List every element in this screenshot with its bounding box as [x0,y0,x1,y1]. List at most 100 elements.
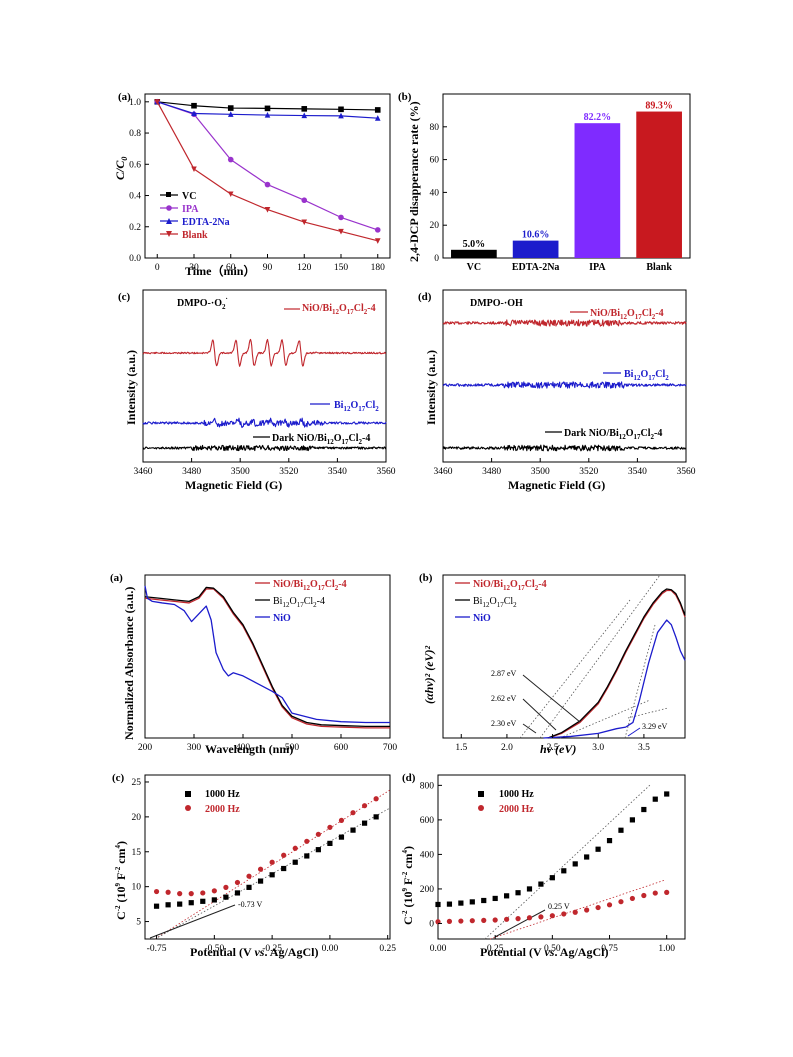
panel-mott-schottky-bi12o17cl2: (c) -0.75 -0.50 -0.25 0.00 0.25 5 10 15 20 25 100… [112,772,396,959]
data-point [606,902,613,908]
y-tick-label: 0.0 [129,254,141,264]
x-axis-label: Potential (V vs. Ag/AgCl) [190,945,318,959]
legend-label: 2000 Hz [205,804,240,815]
data-point [264,105,271,112]
x-tick-label: 2.0 [501,743,513,753]
x-tick-label: 500 [285,743,300,753]
y-tick-label: 5 [136,918,141,928]
data-point [327,840,333,846]
x-tick-label: 180 [371,263,386,273]
y-tick-label: 0 [434,254,439,264]
data-point [361,803,368,809]
bar [512,240,559,258]
legend: VC IPA EDTA-2Na Blank [160,191,230,241]
spectrum-line [543,619,686,739]
data-point [538,914,544,920]
data-point [292,859,298,865]
data-point [264,112,271,118]
data-point [435,901,441,908]
x-tick-label: 1.00 [658,944,675,954]
data-point [246,884,252,890]
data-point [374,107,381,113]
legend-label: VC [182,191,196,202]
x-tick-label: 3.0 [592,743,604,753]
data-point [595,904,601,911]
data-point [526,915,533,921]
data-point [264,181,271,188]
data-point [227,111,234,117]
data-point [315,847,321,853]
data-point [526,886,533,892]
legend-label: Blank [182,230,208,241]
data-point [264,207,271,213]
data-point [177,891,183,897]
x-tick-label: 300 [187,743,202,753]
x-tick-label: 3460 [134,467,153,477]
data-point [504,893,510,899]
data-point [301,197,308,204]
panel-epr-hydroxyl: (d) DMPO-·OH 3460 3480 3500 3520 3540 3560 Ni… [418,289,696,492]
x-tick-label: 0.75 [601,944,618,954]
y-tick-label: 1.0 [129,98,141,108]
data-point [458,918,464,924]
series-group [435,791,670,925]
tick-group: 3460 3480 3500 3520 3540 3560 [434,458,696,477]
y-tick-label: 0 [429,919,434,929]
data-point [327,824,333,830]
y-tick-label: 800 [420,781,435,791]
data-point [361,820,368,826]
data-point [257,878,264,884]
data-point [154,99,161,105]
data-point [629,895,635,902]
series-group [543,588,686,739]
data-point [481,917,487,923]
x-tick-label: 3540 [328,467,347,477]
y-tick-label: 200 [420,885,435,895]
y-tick-label: 15 [132,848,142,858]
data-point [188,900,194,906]
x-tick-label: 3560 [377,467,396,477]
x-axis-label: Wavelength (nm) [205,742,293,756]
panel-label: (a) [118,91,131,103]
spectrum-line [442,381,687,389]
x-tick-label: 700 [383,743,398,753]
spectrum-line [142,444,387,452]
y-tick-label: 0.4 [129,192,141,202]
data-point [515,890,521,896]
x-tick-label: 3540 [628,467,647,477]
x-tick-label: 0.00 [430,944,447,954]
y-tick-label: 600 [420,816,435,826]
data-point [584,907,590,913]
legend-label: NiO [473,613,491,624]
data-point [492,917,498,923]
x-tick-label: 3480 [482,467,501,477]
annotation: 2.87 eV [491,669,517,678]
spectrum-line [442,444,687,452]
plot-frame [442,93,691,259]
legend-label: NiO [273,613,291,624]
plot-frame [442,574,686,739]
data-point [257,866,264,872]
data-point [584,854,590,860]
x-axis-label: hν (eV) [540,742,576,756]
data-point [641,892,647,899]
x-tick-label: -0.25 [262,944,282,954]
x-tick-label: 90 [263,263,273,273]
panel-label: (b) [419,572,433,584]
tick-group: 0 30 60 90 120 150 180 0.0 0.2 0.4 0.6 0.8 1.0 [129,98,385,273]
bar-value-label: 82.2% [584,112,612,123]
tick-group: 200 300 400 500 600 700 [138,734,398,753]
panel-label: (d) [402,772,416,784]
y-tick-label: 20 [430,221,440,231]
data-point [165,902,171,908]
data-point [338,817,345,823]
data-point [301,112,308,119]
x-tick-label: 1.5 [455,743,467,753]
bar-value-label: 10.6% [522,230,550,241]
annotation: 3.29 eV [642,722,668,731]
data-point [373,814,379,820]
x-tick-label: 3560 [677,467,696,477]
panel-epr-superoxide: (c) DMPO-·O2· 3460 3480 3500 3520 3540 3560 N… [118,289,396,492]
data-point [652,890,658,896]
series-label: NiO/Bi12O17Cl2-4 [302,303,376,316]
